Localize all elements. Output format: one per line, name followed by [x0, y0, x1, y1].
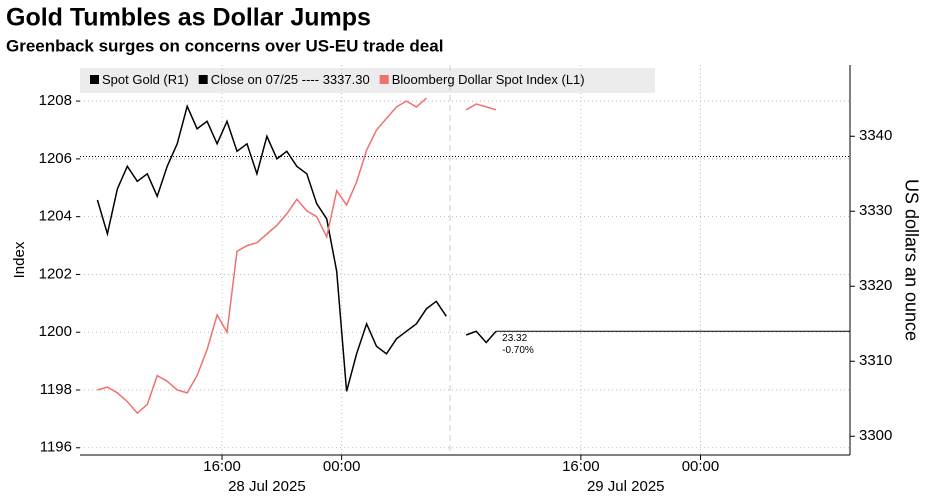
series-line [97, 97, 497, 415]
y2-tick-label: 3310 [859, 352, 892, 369]
y2-tick-label: 3320 [859, 277, 892, 294]
y2-tick-label: 3330 [859, 202, 892, 219]
date-label: 28 Jul 2025 [228, 478, 306, 495]
legend-label: Close on 07/25 ---- 3337.30 [211, 72, 370, 87]
annotation: -0.70% [502, 345, 534, 356]
x-tick-label: 00:00 [323, 458, 361, 475]
series-line [96, 104, 497, 392]
x-tick-label: 00:00 [682, 458, 720, 475]
legend-swatch [90, 75, 99, 84]
y2-axis-title: US dollars an ounce [901, 179, 921, 341]
x-tick-label: 16:00 [562, 458, 600, 475]
chart-subtitle: Greenback surges on concerns over US-EU … [6, 36, 443, 55]
legend-label: Bloomberg Dollar Spot Index (L1) [392, 72, 585, 87]
y-tick-label: 1208 [39, 92, 72, 109]
legend-label: Spot Gold (R1) [102, 72, 189, 87]
chart-title: Gold Tumbles as Dollar Jumps [6, 4, 371, 32]
legend-swatch [198, 75, 208, 84]
y-tick-label: 1204 [39, 208, 72, 225]
y-tick-label: 1196 [40, 439, 72, 456]
y-tick-label: 1206 [39, 150, 72, 167]
y2-tick-label: 3340 [859, 127, 892, 144]
date-label: 29 Jul 2025 [587, 478, 665, 495]
legend-box [80, 68, 655, 93]
legend-swatch [379, 75, 389, 84]
annotation: 23.32 [502, 333, 527, 344]
y-axis-title: Index [11, 241, 28, 278]
y-tick-label: 1202 [39, 265, 72, 282]
y-tick-label: 1198 [40, 381, 72, 398]
x-tick-label: 16:00 [203, 458, 241, 475]
y-tick-label: 1200 [39, 323, 72, 340]
y2-tick-label: 3300 [859, 427, 892, 444]
